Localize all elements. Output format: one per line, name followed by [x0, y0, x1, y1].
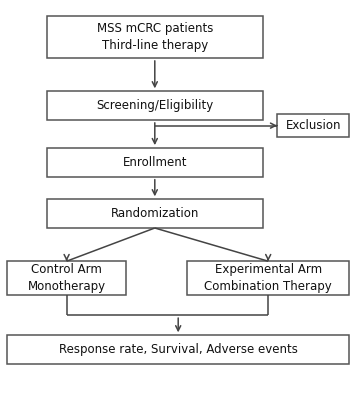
Text: Screening/Eligibility: Screening/Eligibility	[96, 99, 213, 112]
Bar	[47, 148, 263, 177]
Bar	[7, 335, 349, 364]
Text: Control Arm
Monotherapy: Control Arm Monotherapy	[27, 263, 106, 293]
Bar	[47, 16, 263, 58]
Bar	[47, 91, 263, 120]
Text: Randomization: Randomization	[111, 207, 199, 220]
Bar	[47, 199, 263, 228]
Bar	[7, 261, 126, 295]
Text: Response rate, Survival, Adverse events: Response rate, Survival, Adverse events	[59, 343, 298, 356]
Text: Experimental Arm
Combination Therapy: Experimental Arm Combination Therapy	[204, 263, 332, 293]
Bar	[187, 261, 349, 295]
Text: Enrollment: Enrollment	[122, 156, 187, 169]
Text: MSS mCRC patients
Third-line therapy: MSS mCRC patients Third-line therapy	[96, 22, 213, 52]
Bar	[277, 114, 349, 137]
Text: Exclusion: Exclusion	[285, 119, 341, 132]
